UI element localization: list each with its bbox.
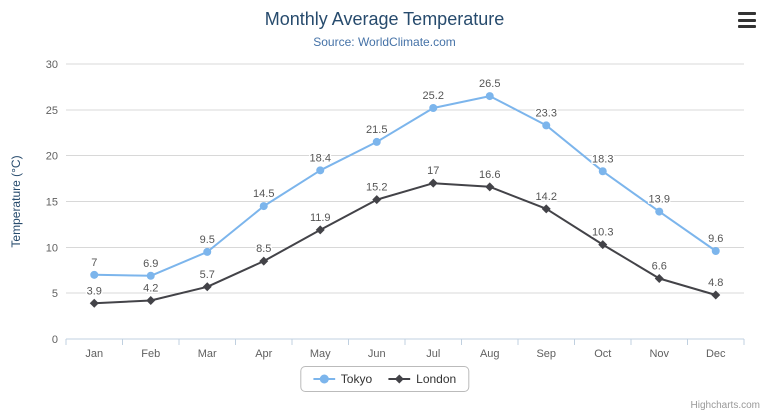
legend-item-tokyo[interactable]: Tokyo xyxy=(312,372,373,386)
y-axis-label: 30 xyxy=(46,59,58,71)
data-label-tokyo: 6.9 xyxy=(143,258,158,270)
y-axis-label: 0 xyxy=(52,334,58,346)
data-point-tokyo[interactable] xyxy=(485,92,494,101)
data-point-tokyo[interactable] xyxy=(90,270,99,279)
x-axis-label: Jul xyxy=(426,348,440,360)
x-axis-label: Jun xyxy=(368,348,386,360)
data-label-london: 14.2 xyxy=(536,191,557,203)
data-label-london: 16.6 xyxy=(479,169,500,181)
data-point-london[interactable] xyxy=(315,225,325,235)
data-point-tokyo[interactable] xyxy=(542,121,551,130)
y-axis-label: 25 xyxy=(46,105,58,117)
y-axis-label: 15 xyxy=(46,197,58,209)
hamburger-icon xyxy=(738,12,756,15)
data-label-london: 8.5 xyxy=(256,243,271,255)
data-label-tokyo: 18.3 xyxy=(592,153,613,165)
data-point-tokyo[interactable] xyxy=(146,271,155,280)
data-point-london[interactable] xyxy=(654,274,664,283)
chart-title: Monthly Average Temperature xyxy=(264,9,505,29)
data-point-tokyo[interactable] xyxy=(316,166,325,175)
legend-label-tokyo: Tokyo xyxy=(340,372,373,386)
data-point-london[interactable] xyxy=(89,298,99,308)
chart-subtitle: Source: WorldClimate.com xyxy=(313,35,456,49)
data-label-tokyo: 13.9 xyxy=(649,194,670,206)
legend: Tokyo London xyxy=(299,366,470,392)
data-label-tokyo: 14.5 xyxy=(253,188,274,200)
x-axis-label: Aug xyxy=(480,348,500,360)
data-label-tokyo: 7 xyxy=(91,257,97,269)
data-label-london: 3.9 xyxy=(87,285,102,297)
y-axis-label: 10 xyxy=(46,242,58,254)
data-label-tokyo: 21.5 xyxy=(366,124,387,136)
data-label-tokyo: 26.5 xyxy=(479,78,500,90)
y-axis-label: 5 xyxy=(52,288,58,300)
legend-circle-icon xyxy=(312,374,335,384)
data-label-london: 4.2 xyxy=(143,283,158,295)
data-point-tokyo[interactable] xyxy=(429,104,438,112)
x-axis-label: Feb xyxy=(141,348,160,360)
data-label-tokyo: 18.4 xyxy=(310,152,331,164)
data-point-london[interactable] xyxy=(541,204,551,214)
highcharts-credit[interactable]: Highcharts.com xyxy=(690,400,760,411)
x-axis-label: Oct xyxy=(594,348,611,360)
data-point-tokyo[interactable] xyxy=(711,247,720,255)
x-axis-label: Jan xyxy=(85,348,103,360)
data-point-london[interactable] xyxy=(711,290,721,300)
data-point-tokyo[interactable] xyxy=(259,202,268,211)
x-axis-label: Sep xyxy=(536,348,556,360)
data-label-london: 15.2 xyxy=(366,182,387,194)
legend-diamond-icon xyxy=(388,374,411,384)
data-point-london[interactable] xyxy=(259,256,269,266)
data-label-london: 6.6 xyxy=(652,261,667,273)
data-label-tokyo: 9.6 xyxy=(708,233,723,245)
data-label-london: 4.8 xyxy=(708,277,723,289)
data-label-london: 10.3 xyxy=(592,227,613,239)
series-line-tokyo xyxy=(93,95,717,277)
data-label-london: 5.7 xyxy=(200,269,215,281)
data-point-london[interactable] xyxy=(202,282,212,292)
series-line-london xyxy=(93,182,717,305)
x-axis-label: Nov xyxy=(649,348,669,360)
data-point-tokyo[interactable] xyxy=(372,137,381,146)
legend-item-london[interactable]: London xyxy=(388,372,456,386)
data-point-london[interactable] xyxy=(428,178,438,188)
data-label-tokyo: 9.5 xyxy=(200,234,215,246)
data-label-tokyo: 23.3 xyxy=(536,107,557,119)
x-axis-label: Apr xyxy=(255,348,272,360)
data-point-london[interactable] xyxy=(485,182,495,192)
x-axis-label: Dec xyxy=(706,348,726,360)
hamburger-icon xyxy=(738,18,756,22)
hamburger-icon xyxy=(738,25,756,28)
data-point-tokyo[interactable] xyxy=(598,167,607,176)
data-point-london[interactable] xyxy=(598,240,608,250)
y-axis-title: Temperature (°C) xyxy=(9,155,23,247)
data-label-tokyo: 25.2 xyxy=(423,90,444,102)
data-point-tokyo[interactable] xyxy=(203,247,212,256)
y-axis-label: 20 xyxy=(46,151,58,163)
x-axis-label: Mar xyxy=(198,348,217,360)
data-point-london[interactable] xyxy=(372,195,382,205)
data-label-london: 17 xyxy=(427,165,439,177)
data-point-london[interactable] xyxy=(146,296,156,305)
legend-label-london: London xyxy=(416,372,457,386)
x-axis-label: May xyxy=(310,348,331,360)
data-label-london: 11.9 xyxy=(310,212,331,224)
data-point-tokyo[interactable] xyxy=(655,207,664,216)
context-menu-button[interactable] xyxy=(736,12,758,28)
